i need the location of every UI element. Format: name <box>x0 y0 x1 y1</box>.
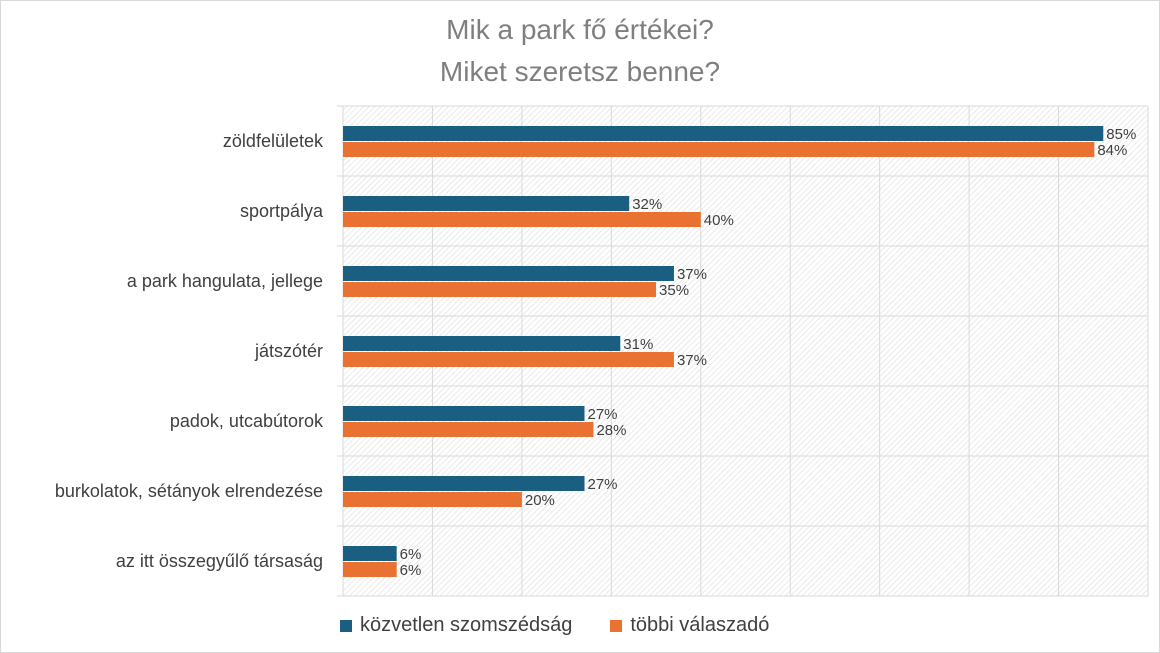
bar-2 <box>343 282 657 297</box>
legend-label-series-2: többi válaszadó <box>630 614 770 636</box>
data-label: 6% <box>400 562 422 579</box>
category-label: padok, utcabútorok <box>170 411 324 431</box>
legend-swatch-series-1 <box>340 619 352 632</box>
bar-2 <box>343 142 1095 157</box>
bar-1 <box>343 126 1104 141</box>
bar-1 <box>343 406 585 421</box>
chart-title-line1: Mik a park fő értékei? <box>446 14 714 45</box>
data-label: 31% <box>623 336 653 353</box>
category-label: játszótér <box>254 341 323 361</box>
bar-1 <box>343 336 621 351</box>
data-label: 40% <box>704 212 734 229</box>
bar-2 <box>343 492 522 507</box>
legend-label-series-1: közvetlen szomszédság <box>360 614 573 636</box>
category-label: az itt összegyűlő társaság <box>116 551 323 571</box>
data-label: 6% <box>400 546 422 563</box>
data-label: 35% <box>659 282 689 299</box>
data-label: 32% <box>632 196 662 213</box>
bar-1 <box>343 546 397 561</box>
data-label: 27% <box>588 406 618 423</box>
bar-1 <box>343 266 674 281</box>
bar-1 <box>343 476 585 491</box>
data-label: 27% <box>588 476 618 493</box>
bar-2 <box>343 422 594 437</box>
data-label: 28% <box>596 422 626 439</box>
bar-2 <box>343 562 397 577</box>
data-label: 37% <box>677 266 707 283</box>
data-label: 85% <box>1106 126 1136 143</box>
bar-2 <box>343 212 701 227</box>
data-label: 37% <box>677 352 707 369</box>
legend-swatch-series-2 <box>610 619 623 632</box>
category-label: zöldfelületek <box>223 131 324 151</box>
category-label: sportpálya <box>240 201 324 221</box>
data-label: 84% <box>1097 142 1127 159</box>
bar-2 <box>343 352 674 367</box>
category-label: burkolatok, sétányok elrendezése <box>55 481 323 501</box>
category-label: a park hangulata, jellege <box>127 271 323 291</box>
legend: közvetlen szomszédság többi válaszadó <box>340 614 769 637</box>
chart-title-line2: Miket szeretsz benne? <box>439 56 721 87</box>
bar-1 <box>343 196 630 211</box>
data-label: 20% <box>525 492 555 509</box>
